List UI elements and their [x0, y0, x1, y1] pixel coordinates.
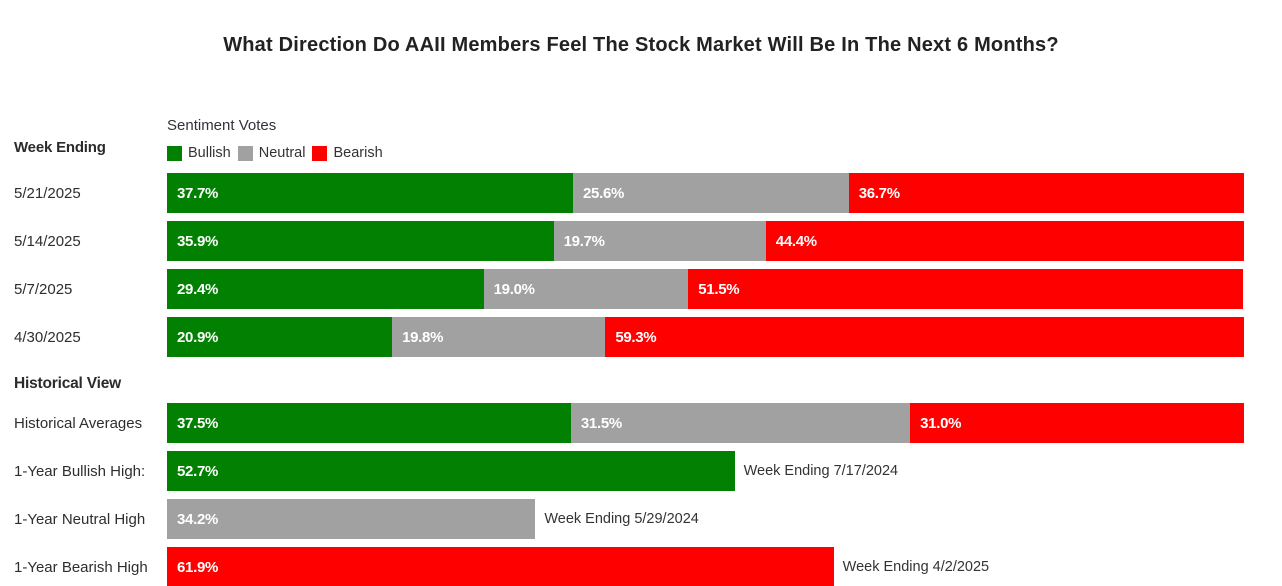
bar-track: 37.5% 31.5% 31.0%	[167, 403, 1244, 443]
bearish-swatch-icon	[312, 145, 328, 161]
bar-value-label: 19.8%	[402, 328, 444, 346]
row-label: 4/30/2025	[14, 328, 81, 346]
row-label: 5/7/2025	[14, 280, 73, 298]
bar-value-label: 61.9%	[177, 558, 219, 576]
bar-segment-bearish: 59.3%	[605, 317, 1244, 357]
bar-annotation: Week Ending 5/29/2024	[544, 511, 699, 527]
bar-value-label: 36.7%	[858, 184, 900, 202]
week-ending-column-header: Week Ending	[14, 139, 106, 156]
bar-track: 20.9% 19.8% 59.3%	[167, 317, 1244, 357]
bar-value-label: 37.7%	[177, 184, 219, 202]
bar-value-label: 37.5%	[177, 414, 219, 432]
neutral-swatch-icon	[237, 145, 253, 161]
legend-item-neutral: Neutral	[237, 145, 306, 161]
bar-value-label: 35.9%	[177, 232, 219, 250]
bar-segment-neutral: 31.5%	[570, 403, 911, 443]
bar-track: 37.7% 25.6% 36.7%	[167, 173, 1244, 213]
bar-segment-bearish: 61.9%	[167, 547, 834, 586]
bar-value-label: 59.3%	[615, 328, 657, 346]
bar-value-label: 31.5%	[580, 414, 622, 432]
row-label: 5/21/2025	[14, 184, 81, 202]
bar-track: 61.9% Week Ending 4/2/2025	[167, 547, 1244, 586]
bar-annotation: Week Ending 4/2/2025	[842, 559, 990, 575]
historical-rows-group: Historical Averages 37.5% 31.5% 31.0% 1-Year…	[0, 403, 1282, 586]
bar-segment-bearish: 44.4%	[765, 221, 1244, 261]
bar-segment-bearish: 36.7%	[848, 173, 1244, 213]
chart-row: Historical Averages 37.5% 31.5% 31.0%	[0, 403, 1282, 443]
chart-title: What Direction Do AAII Members Feel The …	[223, 34, 1059, 56]
bar-segment-bullish: 52.7%	[167, 451, 735, 491]
chart-row: 5/7/2025 29.4% 19.0% 51.5%	[0, 269, 1282, 309]
bar-value-label: 51.5%	[698, 280, 740, 298]
legend-item-bearish: Bearish	[312, 145, 383, 161]
bar-segment-neutral: 19.8%	[392, 317, 606, 357]
bar-segment-neutral: 19.0%	[483, 269, 689, 309]
chart-row: 1-Year Neutral High 34.2% Week Ending 5/29…	[0, 499, 1282, 539]
bar-value-label: 44.4%	[775, 232, 817, 250]
bar-segment-bullish: 20.9%	[167, 317, 393, 357]
bar-value-label: 19.0%	[493, 280, 535, 298]
row-label: 5/14/2025	[14, 232, 81, 250]
bar-segment-bullish: 29.4%	[167, 269, 484, 309]
legend-label: Neutral	[258, 145, 306, 161]
chart-row: 1-Year Bearish High 61.9% Week Ending 4/2/…	[0, 547, 1282, 586]
chart-row: 4/30/2025 20.9% 19.8% 59.3%	[0, 317, 1282, 357]
bar-track: 52.7% Week Ending 7/17/2024	[167, 451, 1244, 491]
bar-track: 35.9% 19.7% 44.4%	[167, 221, 1244, 261]
bar-value-label: 52.7%	[177, 462, 219, 480]
legend-item-bullish: Bullish	[167, 145, 231, 161]
bar-segment-neutral: 34.2%	[167, 499, 536, 539]
bar-track: 34.2% Week Ending 5/29/2024	[167, 499, 1244, 539]
bar-value-label: 29.4%	[177, 280, 219, 298]
chart-row: 1-Year Bullish High: 52.7% Week Ending 7/1…	[0, 451, 1282, 491]
legend-label: Bearish	[333, 145, 383, 161]
bar-segment-bullish: 35.9%	[167, 221, 554, 261]
bar-value-label: 31.0%	[920, 414, 962, 432]
row-label: 1-Year Neutral High	[14, 510, 146, 528]
legend-title: Sentiment Votes	[167, 117, 277, 134]
chart-row: 5/21/2025 37.7% 25.6% 36.7%	[0, 173, 1282, 213]
bar-annotation: Week Ending 7/17/2024	[743, 463, 899, 479]
historical-view-header: Historical View	[14, 375, 121, 392]
chart-row: 5/14/2025 35.9% 19.7% 44.4%	[0, 221, 1282, 261]
bar-track: 29.4% 19.0% 51.5%	[167, 269, 1244, 309]
legend-label: Bullish	[188, 145, 231, 161]
bullish-swatch-icon	[167, 145, 182, 161]
row-label: 1-Year Bearish High	[14, 558, 148, 576]
bar-value-label: 34.2%	[177, 510, 219, 528]
chart-header-zone: Week Ending Sentiment Votes Bullish Neutr…	[0, 57, 1282, 173]
bar-segment-bullish: 37.5%	[167, 403, 571, 443]
row-label: Historical Averages	[14, 414, 143, 432]
bar-value-label: 20.9%	[177, 328, 219, 346]
bar-value-label: 19.7%	[563, 232, 605, 250]
bar-segment-bullish: 37.7%	[167, 173, 574, 213]
bar-value-label: 25.6%	[583, 184, 625, 202]
bar-segment-neutral: 19.7%	[553, 221, 766, 261]
row-label: 1-Year Bullish High:	[14, 462, 146, 480]
legend: Bullish Neutral Bearish	[167, 145, 383, 161]
bar-segment-neutral: 25.6%	[573, 173, 849, 213]
bar-segment-bearish: 31.0%	[910, 403, 1244, 443]
weekly-rows-group: 5/21/2025 37.7% 25.6% 36.7% 5/14/2025 35.9% 19…	[0, 173, 1282, 357]
bar-segment-bearish: 51.5%	[688, 269, 1243, 309]
